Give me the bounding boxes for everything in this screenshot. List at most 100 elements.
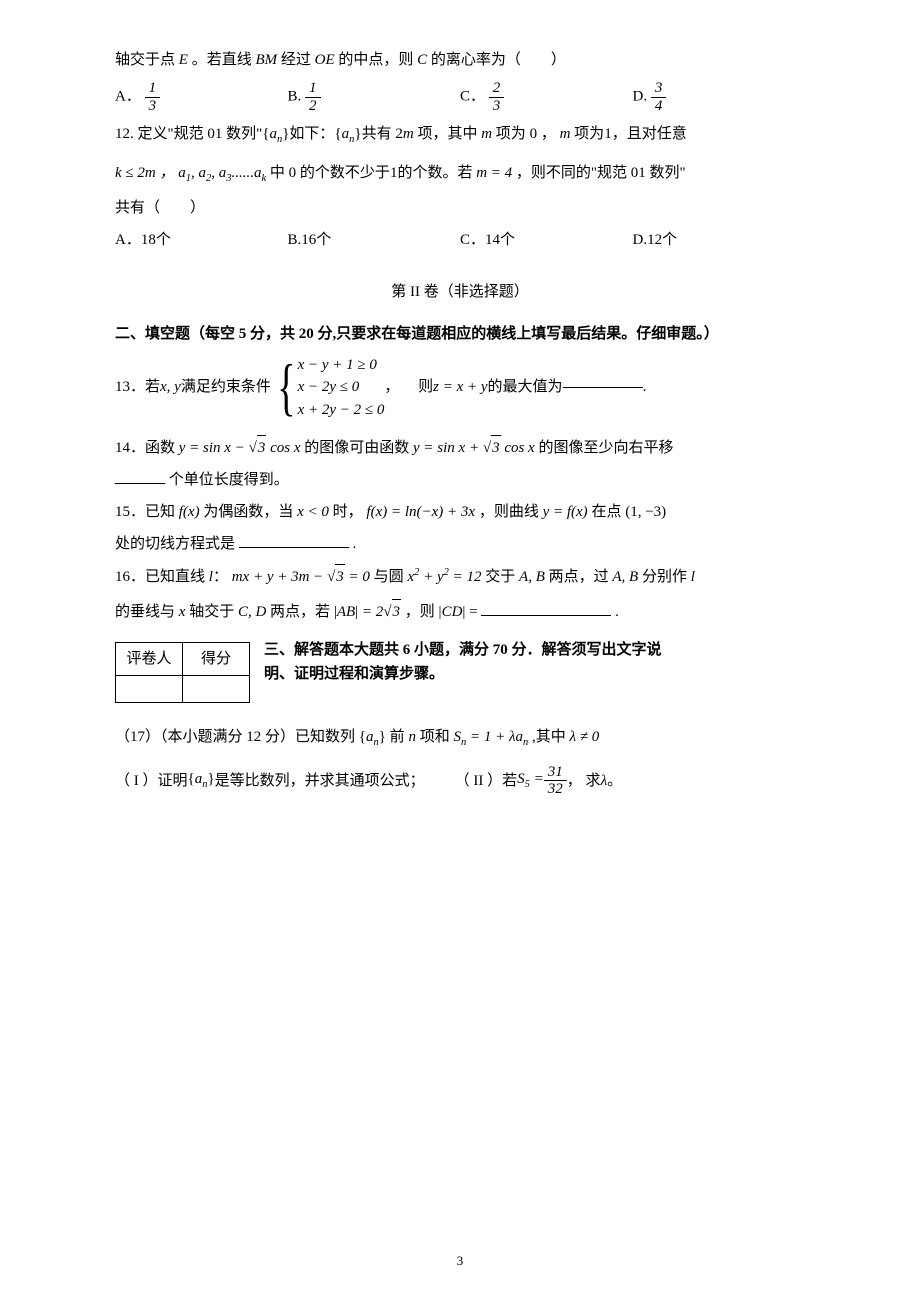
q14-f1a: y = sin x − <box>179 440 249 456</box>
answer-header-block: 评卷人 得分 三、解答题本大题共 6 小题，满分 70 分．解答须写出文字说 明… <box>115 638 805 703</box>
q11-c-den: 3 <box>489 98 505 115</box>
q13: 13．若 x, y 满足约束条件 { x − y + 1 ≥ 0 x − 2y … <box>115 354 805 422</box>
q16-circle: x2 + y2 = 12 <box>407 569 485 585</box>
q16-ab2: A, B <box>612 569 642 585</box>
q11-b-label: B. <box>288 88 302 104</box>
score-h1: 评卷人 <box>116 643 183 676</box>
q16-l2a: 的垂线与 <box>115 604 175 620</box>
q17-p2pre: （ II ）若 <box>455 769 518 793</box>
q11-c-label: C． <box>460 88 485 104</box>
q12-opt-b: B.16个 <box>288 228 461 252</box>
q16-xaxis: x <box>179 604 189 620</box>
q12-l2m1: 中 <box>270 165 285 181</box>
q14-s3a: 3 <box>257 435 267 460</box>
q17-s5: S5 = <box>517 767 544 794</box>
q12-m: m <box>477 126 495 142</box>
q12-stem-line1: 12. 定义"规范 01 数列"{an}如下：{an}共有 2m 项，其中 m … <box>115 122 805 149</box>
q12-seq1: {an} <box>262 126 289 142</box>
q16-m2: 交于 <box>485 569 515 585</box>
q13-pre: 13．若 <box>115 377 160 398</box>
q12-c-label: C． <box>460 232 485 248</box>
q12-m6: 项为 <box>574 126 604 142</box>
q16-m4: 分别作 <box>642 569 687 585</box>
q15-pt: (1, −3) <box>625 504 666 520</box>
q16-s3: 3 <box>335 564 345 589</box>
q15-curve: y = f(x) <box>543 504 592 520</box>
q12-l2m3: 的个数。若 <box>397 165 472 181</box>
q17-lambda: λ ≠ 0 <box>569 729 599 745</box>
q11-opt-a: A． 13 <box>115 80 288 114</box>
q15-m3: ，则曲线 <box>479 504 539 520</box>
sqrt-icon-4: √3 <box>383 599 401 624</box>
q14-tail2: 个单位长度得到。 <box>169 472 289 488</box>
q11-b-num: 1 <box>305 80 321 98</box>
q12-l2m4: ，则不同的"规范 01 数列" <box>516 165 686 181</box>
score-c2 <box>183 676 250 703</box>
q16-cdabs: |CD| <box>439 604 466 620</box>
q13-blank <box>563 387 643 388</box>
q12-opt-a: A．18个 <box>115 228 288 252</box>
score-c1 <box>116 676 183 703</box>
q16-cd: C, D <box>238 604 270 620</box>
q12-opt-c: C．14个 <box>460 228 633 252</box>
q11-opt-c: C． 23 <box>460 80 633 114</box>
q15-m1: 为偶函数，当 <box>203 504 293 520</box>
q11-opt-b: B. 12 <box>288 80 461 114</box>
exam-page: 轴交于点 E 。若直线 BM 经过 OE 的中点，则 C 的离心率为（ ） A．… <box>0 0 920 1302</box>
q16-s3b: 3 <box>392 599 402 624</box>
q16-m3: 两点，过 <box>549 569 609 585</box>
q16-l2b: 轴交于 <box>189 604 234 620</box>
q17-den: 32 <box>544 781 567 798</box>
q11-d-label: D. <box>633 88 648 104</box>
q15-fx: f(x) <box>179 504 204 520</box>
q15-m4: 在点 <box>591 504 621 520</box>
q12-options: A．18个 B.16个 C．14个 D.12个 <box>115 228 805 252</box>
q13-cases: x − y + 1 ≥ 0 x − 2y ≤ 0 x + 2y − 2 ≤ 0 <box>298 354 385 422</box>
q16-cdeq: = <box>469 604 481 620</box>
q17-seq2: {an} <box>188 767 215 794</box>
q11-text: 轴交于点 E 。若直线 BM 经过 OE 的中点，则 C 的离心率为（ ） <box>115 52 566 68</box>
q12-one: 1 <box>604 126 612 142</box>
score-h2: 得分 <box>183 643 250 676</box>
q16-eq1b: = 0 <box>345 569 374 585</box>
q14-s3b: 3 <box>491 435 501 460</box>
q12-l2-zero: 0 <box>285 165 300 181</box>
q11-opt-d: D. 34 <box>633 80 806 114</box>
q17-m1: 前 <box>390 729 405 745</box>
q12-m7: ，且对任意 <box>612 126 687 142</box>
q17-m2: 项和 <box>420 729 450 745</box>
q17-m3: ,其中 <box>532 729 566 745</box>
q11-c-num: 2 <box>489 80 505 98</box>
q16-eq1a: mx + y + 3m − <box>232 569 327 585</box>
q17-p1pre: （ I ）证明 <box>115 769 188 793</box>
q13-z: z = x + y <box>433 377 487 398</box>
q12-stem-line2: k ≤ 2m ， a1, a2, a3......ak 中 0 的个数不少于1的… <box>115 161 805 188</box>
q15-line2: 处的切线方程式是 . <box>115 532 805 556</box>
q16-period: . <box>615 604 619 620</box>
q12-stem-line3: 共有（ ） <box>115 196 805 220</box>
q14-pre: 14．函数 <box>115 440 175 456</box>
sqrt-icon-3: √3 <box>327 564 345 589</box>
q11-options: A． 13 B. 12 C． 23 D. 34 <box>115 80 805 114</box>
q14-tail1: 的图像至少向右平移 <box>538 440 673 456</box>
q12-a-label: A． <box>115 232 141 248</box>
q13-c1: x − y + 1 ≥ 0 <box>298 354 385 377</box>
q16-ab: A, B <box>519 569 549 585</box>
q16-colon: ： <box>213 569 228 585</box>
q12-d-label: D. <box>633 232 648 248</box>
q17-num: 31 <box>544 764 567 782</box>
q12-seq2: {an} <box>334 126 361 142</box>
q17-line2: （ I ）证明 {an} 是等比数列，并求其通项公式； （ II ）若 S5 =… <box>115 764 805 798</box>
q12-m1: 如下： <box>289 126 334 142</box>
q16-line1: 16．已知直线 l： mx + y + 3m − √3 = 0 与圆 x2 + … <box>115 564 805 589</box>
q14-f2b: cos x <box>501 440 539 456</box>
q12-opt-d: D.12个 <box>633 228 806 252</box>
q12-m2: 共有 <box>362 126 392 142</box>
q15-def: f(x) = ln(−x) + 3x <box>366 504 478 520</box>
q17-pre: （17）（本小题满分 12 分）已知数列 <box>115 729 355 745</box>
q15-pre: 15．已知 <box>115 504 175 520</box>
q17-seq: {an} <box>359 729 386 745</box>
q12-m3: 项，其中 <box>417 126 477 142</box>
q12-c-val: 14个 <box>485 232 515 248</box>
q16-l2c: 两点，若 <box>270 604 330 620</box>
